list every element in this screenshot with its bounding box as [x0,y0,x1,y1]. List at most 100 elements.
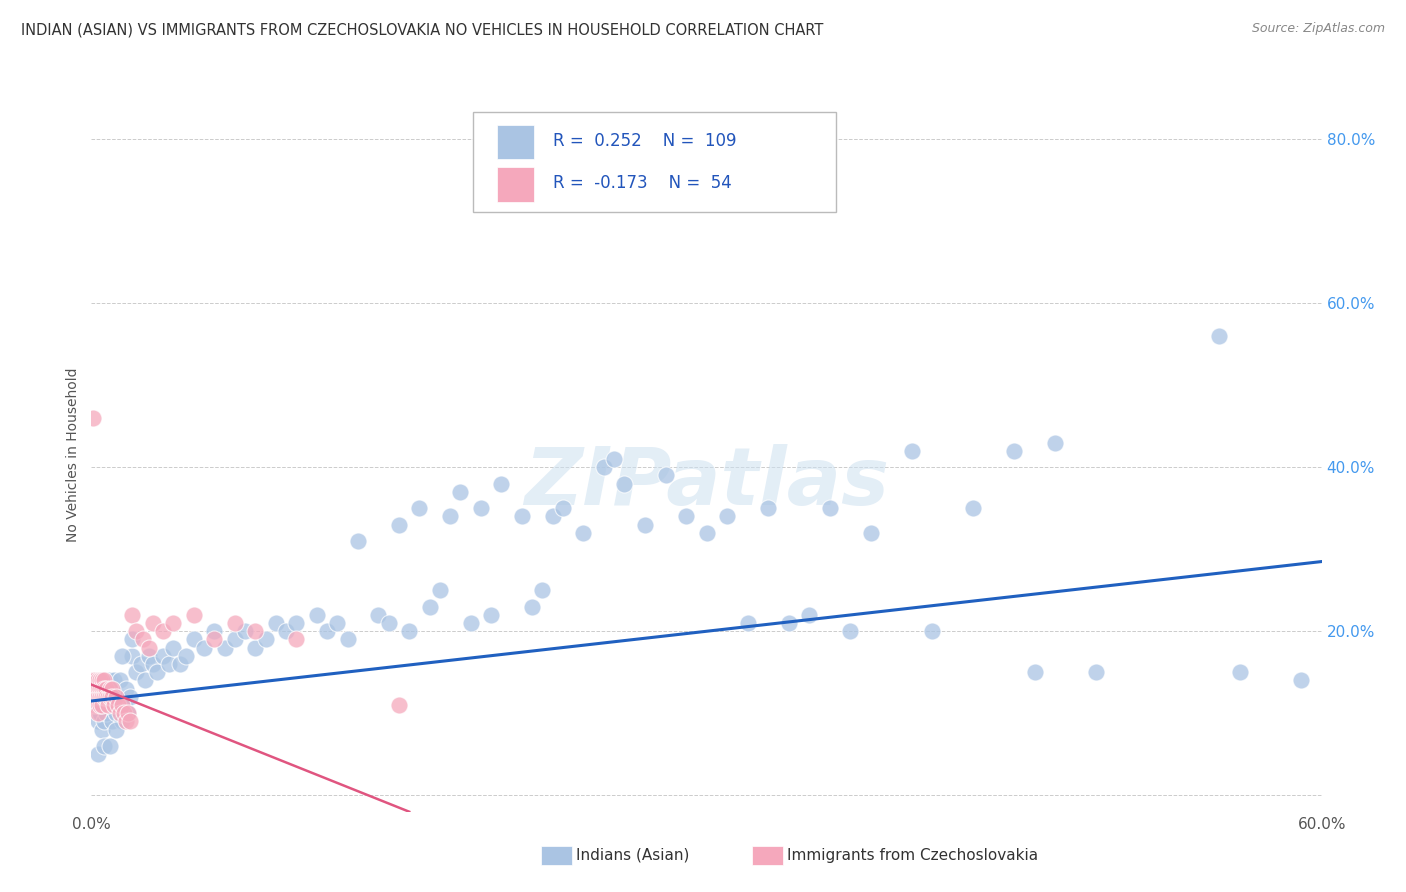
Point [86,698,108,712]
Point [183,607,205,622]
Point [377,616,399,631]
Point [254,632,277,647]
Point [551,501,574,516]
Point [138,640,160,655]
Point [90,690,112,704]
Text: Indians (Asian): Indians (Asian) [576,848,690,863]
Point [398,624,420,639]
Point [839,624,862,639]
Point [224,616,246,631]
Point [101,714,124,729]
Point [84,694,107,708]
Point [613,476,636,491]
Point [82,681,104,696]
Point [90,681,112,696]
Point [84,673,107,688]
Point [120,714,142,729]
Point [89,706,111,721]
Point [82,673,104,688]
Point [367,607,389,622]
Point [90,723,112,737]
Point [695,525,717,540]
Point [117,706,139,721]
Point [98,681,121,696]
Point [111,714,134,729]
Point [103,673,125,688]
Text: ZIPatlas: ZIPatlas [524,444,889,523]
Point [93,690,115,704]
Text: Immigrants from Czechoslovakia: Immigrants from Czechoslovakia [787,848,1039,863]
Point [112,706,135,721]
Point [162,640,184,655]
Text: R =  0.252    N =  109: R = 0.252 N = 109 [553,132,737,150]
Point [112,698,135,712]
Point [90,698,112,712]
Point [202,624,225,639]
Point [388,517,411,532]
Point [82,411,104,425]
Point [756,501,779,516]
Point [90,673,112,688]
Point [89,681,111,696]
Point [603,452,626,467]
Point [120,690,142,704]
Point [439,509,461,524]
Point [859,525,882,540]
Point [86,681,108,696]
Point [408,501,430,516]
Point [347,534,370,549]
Point [121,648,143,663]
Point [98,690,121,704]
Point [541,509,564,524]
Point [419,599,441,614]
Point [97,698,120,712]
Point [101,681,124,696]
Point [103,698,125,712]
Point [152,648,174,663]
Point [93,673,115,688]
Text: INDIAN (ASIAN) VS IMMIGRANTS FROM CZECHOSLOVAKIA NO VEHICLES IN HOUSEHOLD CORREL: INDIAN (ASIAN) VS IMMIGRANTS FROM CZECHO… [21,22,824,37]
Point [93,681,115,696]
Point [94,681,117,696]
Point [115,681,138,696]
Point [82,690,104,704]
Point [94,706,117,721]
Point [460,616,482,631]
Point [193,640,215,655]
Point [98,690,121,704]
Point [86,714,108,729]
Point [174,648,197,663]
Point [233,624,256,639]
Point [105,690,127,704]
Point [169,657,191,671]
Point [214,640,236,655]
Point [1229,665,1251,680]
Point [921,624,943,639]
Point [1043,435,1066,450]
Point [183,632,205,647]
Point [89,698,111,712]
Point [105,723,127,737]
Point [94,690,117,704]
FancyBboxPatch shape [472,112,835,212]
Point [654,468,676,483]
Point [89,690,111,704]
Point [84,681,107,696]
Point [97,690,120,704]
Point [737,616,759,631]
Point [818,501,841,516]
Point [86,673,108,688]
Point [115,714,138,729]
Point [98,673,121,688]
Point [97,681,120,696]
Point [202,632,225,647]
Point [224,632,246,647]
Point [84,690,107,704]
FancyBboxPatch shape [498,168,534,202]
Point [285,632,308,647]
Point [131,632,153,647]
Point [93,739,115,753]
FancyBboxPatch shape [498,125,534,159]
Point [86,673,108,688]
Point [778,616,800,631]
